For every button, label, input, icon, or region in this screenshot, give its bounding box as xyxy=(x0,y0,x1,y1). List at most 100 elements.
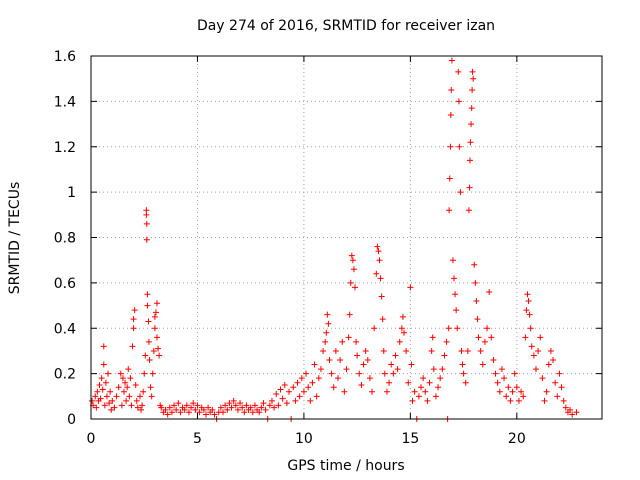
data-point xyxy=(188,404,195,411)
data-point xyxy=(474,316,481,323)
data-point xyxy=(325,320,332,327)
data-point xyxy=(396,338,403,345)
data-point xyxy=(464,347,471,354)
data-point xyxy=(374,243,381,250)
data-point xyxy=(113,393,120,400)
data-point xyxy=(129,343,136,350)
data-point xyxy=(520,393,527,400)
data-point xyxy=(92,393,99,400)
data-point xyxy=(513,384,520,391)
data-point xyxy=(118,402,125,409)
y-axis-label: SRMTID / TECUs xyxy=(7,182,23,295)
data-point xyxy=(303,370,310,377)
data-point xyxy=(383,388,390,395)
data-point xyxy=(366,375,373,382)
data-point xyxy=(535,347,542,354)
data-point xyxy=(358,381,365,388)
data-point xyxy=(386,379,393,386)
data-point xyxy=(446,207,453,214)
data-point xyxy=(473,298,480,305)
data-point xyxy=(241,409,248,416)
y-tick-label: 1.4 xyxy=(54,94,76,110)
data-point xyxy=(143,236,150,243)
data-point xyxy=(552,379,559,386)
data-point xyxy=(481,338,488,345)
data-point xyxy=(126,393,133,400)
data-point xyxy=(138,406,145,413)
data-point xyxy=(409,397,416,404)
y-tick-label: 1 xyxy=(67,185,76,201)
data-point xyxy=(298,375,305,382)
data-point xyxy=(156,352,163,359)
data-point xyxy=(183,402,190,409)
data-point xyxy=(543,388,550,395)
data-point xyxy=(411,388,418,395)
data-point xyxy=(326,357,333,364)
data-point xyxy=(168,409,175,416)
data-point xyxy=(346,311,353,318)
data-point xyxy=(468,105,475,112)
x-axis-label: GPS time / hours xyxy=(287,458,404,474)
data-point xyxy=(322,338,329,345)
data-point xyxy=(451,275,458,282)
data-point xyxy=(525,298,532,305)
data-point xyxy=(530,352,537,359)
data-point xyxy=(105,370,112,377)
data-point xyxy=(196,409,203,416)
data-point xyxy=(377,275,384,282)
data-point xyxy=(430,366,437,373)
data-point xyxy=(277,386,284,393)
data-point xyxy=(343,366,350,373)
data-point xyxy=(349,257,356,264)
y-tick-label: 1.2 xyxy=(54,140,76,156)
data-point xyxy=(453,307,460,314)
data-point xyxy=(484,325,491,332)
data-point xyxy=(469,68,476,75)
data-point xyxy=(345,334,352,341)
data-point xyxy=(470,75,477,82)
data-point xyxy=(205,404,212,411)
data-point xyxy=(273,391,280,398)
data-point xyxy=(103,393,110,400)
data-point xyxy=(456,143,463,150)
data-point xyxy=(181,406,188,413)
data-point xyxy=(145,318,152,325)
data-point xyxy=(468,121,475,128)
data-point xyxy=(147,384,154,391)
data-point xyxy=(220,409,227,416)
data-point xyxy=(448,57,455,64)
data-point xyxy=(471,261,478,268)
data-point xyxy=(109,397,116,404)
x-tick-label: 20 xyxy=(508,431,526,447)
data-point xyxy=(97,395,104,402)
data-point xyxy=(152,309,159,316)
data-point xyxy=(528,343,535,350)
y-tick-label: 0.8 xyxy=(54,231,76,247)
data-point xyxy=(560,397,567,404)
data-point xyxy=(441,352,448,359)
data-point xyxy=(324,311,331,318)
data-point xyxy=(475,334,482,341)
data-point xyxy=(209,406,216,413)
data-point xyxy=(290,384,297,391)
data-point xyxy=(332,347,339,354)
data-point xyxy=(455,98,462,105)
data-point xyxy=(554,393,561,400)
data-point xyxy=(539,375,546,382)
data-point xyxy=(315,375,322,382)
data-point xyxy=(392,352,399,359)
data-point xyxy=(173,406,180,413)
data-point xyxy=(142,352,149,359)
data-point xyxy=(144,302,151,309)
data-point xyxy=(111,404,118,411)
data-point xyxy=(300,388,307,395)
data-point xyxy=(415,393,422,400)
data-point xyxy=(155,345,162,352)
data-point xyxy=(505,384,512,391)
data-point xyxy=(362,347,369,354)
data-point xyxy=(102,379,109,386)
data-point xyxy=(144,291,151,298)
data-point xyxy=(509,388,516,395)
data-point xyxy=(106,400,113,407)
